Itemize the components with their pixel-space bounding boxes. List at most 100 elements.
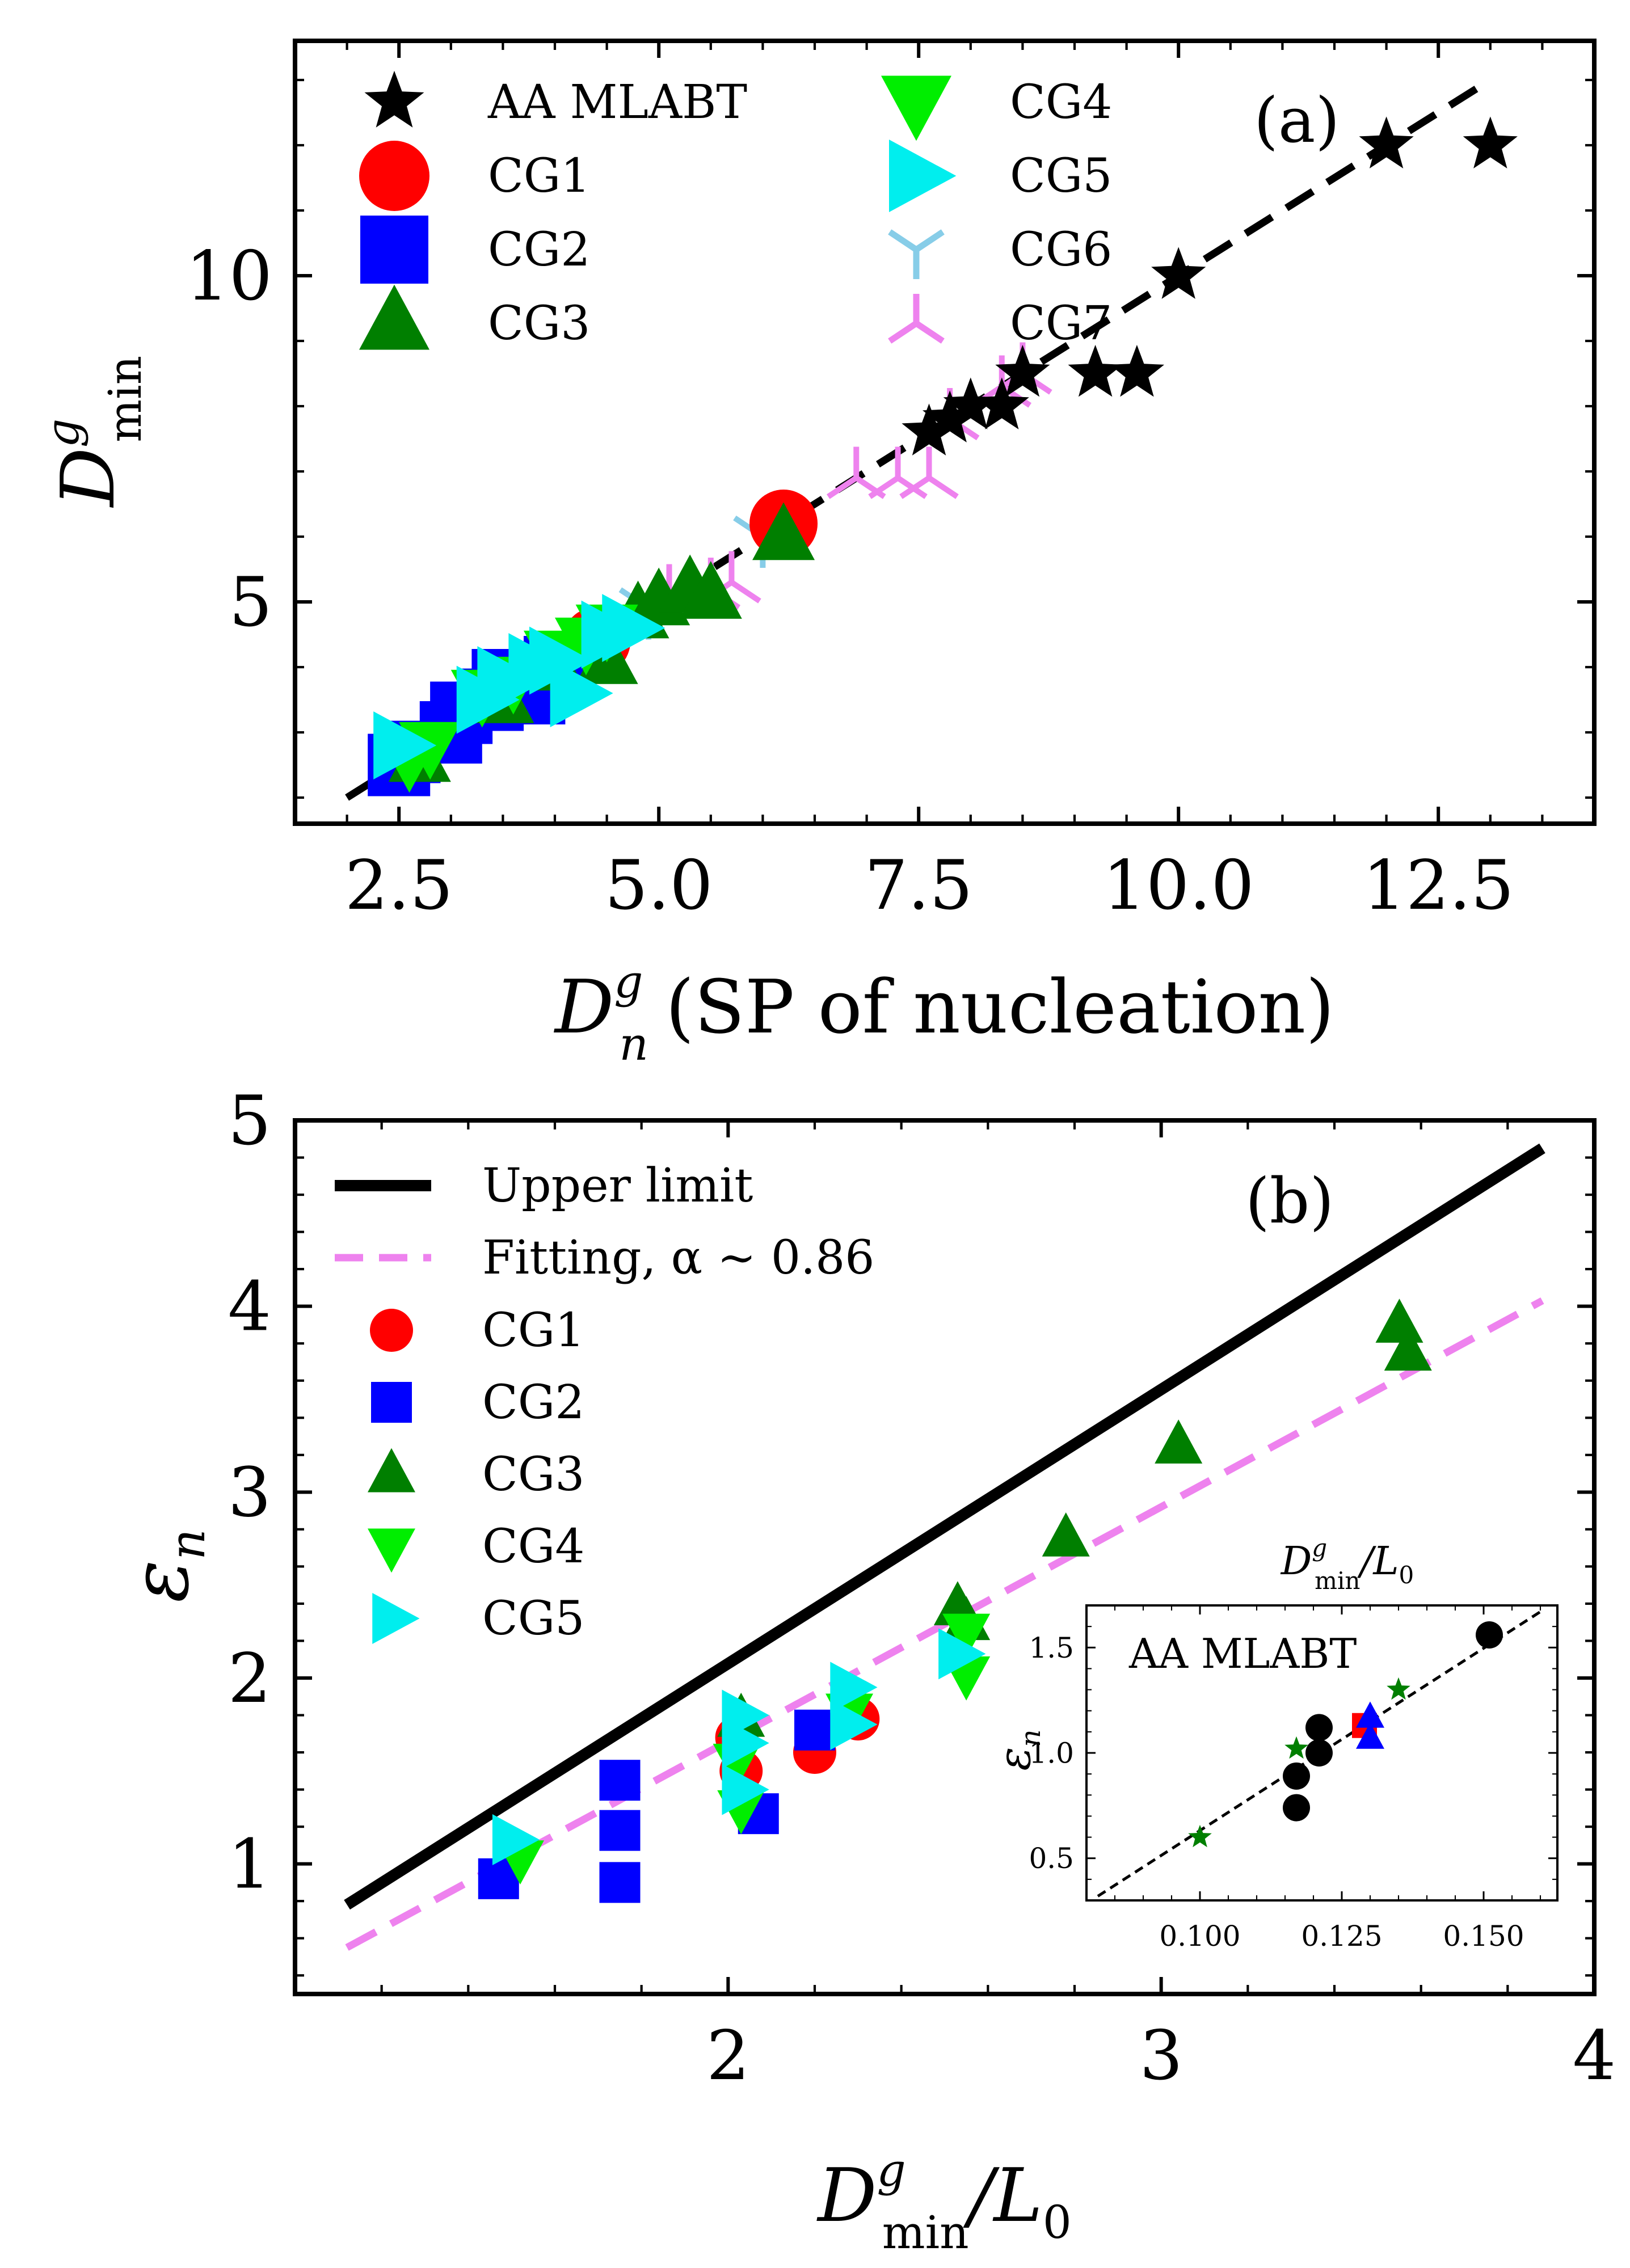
panel-a-ticks: 2.5 5.0 7.5 10.0 12.5 5 10 <box>186 41 1594 925</box>
panel-b-y-tick-label: 4 <box>228 1268 271 1347</box>
panel-a-plot-area <box>345 77 1518 801</box>
panel-a-legend-marker-cg7 <box>888 294 945 344</box>
panel-b-point-cg3 <box>1375 1299 1423 1343</box>
panel-a-frame <box>293 39 1597 826</box>
panel-b-line-upper-limit <box>344 1143 1545 1910</box>
panel-b-y-axis-label: εn <box>114 1529 216 1603</box>
panel-a-legend-label-cg6: CG6 <box>1010 223 1112 277</box>
panel-a-legend-label-cg4: CG4 <box>1010 75 1112 129</box>
panel-b-legend-marker-cg3 <box>368 1448 415 1493</box>
panel-b-point-cg5 <box>722 1717 769 1769</box>
inset-plot-area <box>1097 1611 1541 1898</box>
panel-b-point-cg2 <box>599 1760 641 1801</box>
panel-b-ticks: 2 3 4 1 2 3 4 5 <box>228 1082 1616 2096</box>
inset-label: AA MLABT <box>1128 1630 1357 1677</box>
panel-b-x-axis-label: Dg min/L0 <box>816 2144 1071 2259</box>
panel-a-point-aa-mlabt <box>1068 344 1123 397</box>
panel-a-y-axis-label: Dg min <box>36 356 151 508</box>
panel-a-legend-label-aa-mlabt: AA MLABT <box>487 75 747 129</box>
panel-b-legend-marker-cg5 <box>372 1593 420 1644</box>
panel-a-x-tick-label: 5.0 <box>605 846 713 925</box>
panel-a-legend-marker-cg4 <box>881 75 951 141</box>
panel-a-point-cg7 <box>899 446 959 499</box>
panel-a-legend-label-cg7: CG7 <box>1010 297 1112 351</box>
inset-top-label: Dg min/L0 <box>1280 1534 1414 1595</box>
inset-point-green-stars <box>1284 1736 1308 1759</box>
panel-b-point-cg5 <box>830 1698 878 1750</box>
inset-x-tick-label: 0.100 <box>1159 1920 1240 1953</box>
panel-a-legend-label-cg1: CG1 <box>488 149 590 203</box>
panel-b-y-tick-label: 1 <box>228 1826 271 1904</box>
panel-b-x-tick-label: 4 <box>1573 2017 1616 2096</box>
inset-point-blue-triangles <box>1356 1722 1384 1749</box>
inset-x-tick-label: 0.150 <box>1443 1920 1524 1953</box>
inset-y-tick-label: 1.0 <box>1029 1737 1074 1770</box>
panel-a-point-aa-mlabt <box>1463 116 1518 168</box>
panel-a-point-cg3 <box>679 561 742 619</box>
inset-point-blue-triangles <box>1356 1701 1384 1728</box>
panel-a-label: (a) <box>1254 84 1340 157</box>
panel-a-point-aa-mlabt <box>1109 344 1164 397</box>
inset: 0.100 0.125 0.150 0.5 1.0 1.5 AA MLABT Dg min/… <box>989 1534 1559 1953</box>
panel-b-legend-marker-cg2 <box>371 1382 412 1423</box>
panel-b-legend-marker-cg4 <box>368 1528 415 1573</box>
panel-b-frame <box>293 1118 1597 1996</box>
panel-a-point-aa-mlabt <box>1151 247 1206 299</box>
panel-b-point-cg2 <box>599 1810 641 1851</box>
inset-y-tick-label: 0.5 <box>1029 1842 1074 1875</box>
panel-a-legend-marker-cg6 <box>888 229 945 279</box>
panel-a-point-aa-mlabt <box>943 377 998 429</box>
panel-a-point-aa-mlabt <box>1359 116 1414 168</box>
panel-a-point-aa-mlabt <box>923 390 978 442</box>
panel-a-legend-label-cg2: CG2 <box>488 223 590 277</box>
panel-b-legend-label-cg5: CG5 <box>482 1592 584 1646</box>
inset-point-black-circles <box>1283 1794 1310 1822</box>
panel-a-point-cg3 <box>752 502 815 560</box>
panel-b-legend: Upper limit Fitting, α ∼ 0.86 CG1 CG2 CG3 CG4… <box>335 1159 874 1646</box>
panel-a-point-cg7 <box>827 446 886 499</box>
panel-b-point-cg2 <box>599 1862 641 1903</box>
inset-y-axis-label: εn <box>989 1730 1047 1771</box>
panel-a-legend-marker-aa-mlabt <box>364 70 424 128</box>
panel-a-x-tick-label: 2.5 <box>345 846 453 925</box>
panel-b-label: (b) <box>1245 1165 1334 1237</box>
panel-b-point-cg3 <box>1155 1419 1203 1464</box>
panel-b-legend-marker-cg1 <box>370 1309 413 1352</box>
panel-a-point-cg5 <box>373 711 437 779</box>
panel-a-legend-marker-cg1 <box>359 141 429 211</box>
panel-b-point-cg5 <box>492 1814 540 1866</box>
panel-a-legend-label-cg3: CG3 <box>488 297 590 351</box>
panel-a-point-aa-mlabt <box>974 377 1029 429</box>
panel-b-legend-label-cg3: CG3 <box>482 1448 584 1502</box>
panel-a-fit-line <box>345 77 1493 801</box>
panel-b-legend-label-fitting-0-86: Fitting, α ∼ 0.86 <box>482 1231 874 1285</box>
panel-b-x-tick-label: 3 <box>1139 2017 1182 2096</box>
panel-a-point-cg5 <box>602 594 666 662</box>
inset-point-black-circles <box>1476 1621 1503 1649</box>
inset-point-green-stars <box>1188 1824 1212 1848</box>
inset-x-tick-label: 0.125 <box>1301 1920 1382 1953</box>
panel-b-point-cg4 <box>942 1613 991 1658</box>
panel-b-legend-label-upper-limit: Upper limit <box>482 1159 753 1213</box>
panel-a-point-cg5 <box>550 659 613 727</box>
panel-b-point-cg5 <box>938 1628 986 1680</box>
panel-a-legend-marker-cg5 <box>889 140 957 212</box>
panel-a-legend-marker-cg2 <box>360 216 428 284</box>
panel-a-y-tick-label: 10 <box>186 237 272 316</box>
inset-point-green-stars <box>1387 1677 1410 1700</box>
panel-a-point-aa-mlabt <box>995 344 1050 397</box>
panel-a-legend-marker-cg3 <box>359 284 429 350</box>
panel-a-x-axis-label: Dg n (SP of nucleation) <box>554 955 1334 1070</box>
inset-point-black-circles <box>1305 1739 1333 1767</box>
panel-b-plot-area <box>344 1143 1545 1951</box>
inset-ticks: 0.100 0.125 0.150 0.5 1.0 1.5 <box>1029 1605 1557 1953</box>
panel-a-x-tick-label: 12.5 <box>1363 846 1514 925</box>
panel-a-point-cg7 <box>868 446 928 499</box>
panel-b: 2 3 4 1 2 3 4 5 Upper limit Fitting, α ∼ 0.86 CG1… <box>114 1082 1616 2259</box>
panel-a-y-tick-label: 5 <box>229 563 272 642</box>
panel-b-y-tick-label: 5 <box>228 1082 271 1161</box>
panel-b-point-cg5 <box>722 1764 769 1815</box>
panel-a-x-tick-label: 7.5 <box>865 846 973 925</box>
panel-a-x-tick-label: 10.0 <box>1103 846 1254 925</box>
panel-b-point-cg3 <box>1384 1326 1432 1371</box>
